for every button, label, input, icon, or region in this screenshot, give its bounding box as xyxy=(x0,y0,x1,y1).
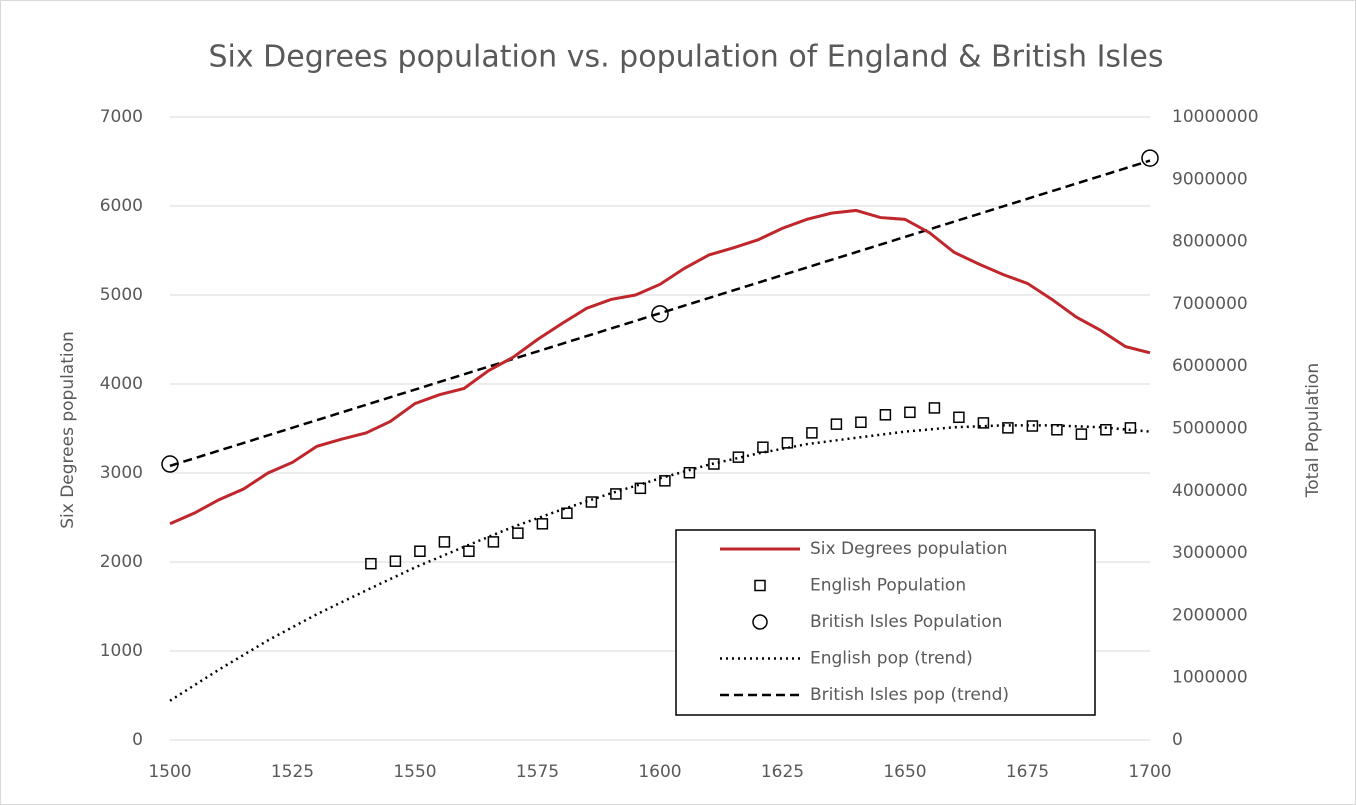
legend-symbol xyxy=(752,614,768,630)
english-marker xyxy=(977,417,990,429)
legend-label: Six Degrees population xyxy=(810,539,1008,559)
english-marker xyxy=(1002,422,1014,434)
y-tick-label: 5000 xyxy=(100,285,143,305)
legend-box xyxy=(675,529,1096,716)
y2-tick-label: 1000000 xyxy=(1172,668,1248,688)
legend-label: English pop (trend) xyxy=(810,649,973,669)
y2-tick-label: 4000000 xyxy=(1172,481,1248,501)
english-marker xyxy=(855,416,867,429)
x-tick-label: 1575 xyxy=(516,762,559,782)
english-marker xyxy=(708,458,720,470)
x-tick-label: 1675 xyxy=(1006,762,1049,782)
series-line xyxy=(169,159,1151,468)
english-marker xyxy=(757,441,769,453)
british-marker xyxy=(1141,149,1159,167)
english-marker xyxy=(830,418,843,430)
y2-tick-label: 9000000 xyxy=(1172,169,1248,189)
english-marker xyxy=(904,406,916,419)
english-marker xyxy=(561,507,573,519)
y2-axis-label: Total Population xyxy=(1303,363,1323,498)
legend: Six Degrees population English Population… xyxy=(720,539,1009,705)
y-tick-label: 6000 xyxy=(100,196,143,216)
y-tick-label: 7000 xyxy=(100,107,143,127)
x-tick-label: 1525 xyxy=(271,762,314,782)
y2-tick-label: 8000000 xyxy=(1172,232,1248,252)
english-marker xyxy=(389,555,402,567)
english-marker xyxy=(512,527,524,539)
y-tick-label: 4000 xyxy=(100,374,143,394)
legend-label: British Isles Population xyxy=(810,612,1002,632)
y-tick-label: 2000 xyxy=(100,552,143,572)
y2-tick-label: 5000000 xyxy=(1172,419,1248,439)
english-marker xyxy=(953,411,965,424)
series-line xyxy=(169,208,1151,526)
y-tick-label: 3000 xyxy=(100,463,143,483)
x-tick-label: 1550 xyxy=(393,762,436,782)
english-marker xyxy=(634,482,647,495)
legend-label: English Population xyxy=(810,576,966,596)
english-marker xyxy=(1026,420,1039,432)
y2-tick-label: 0 xyxy=(1172,730,1183,750)
british-marker xyxy=(161,455,179,473)
english-marker xyxy=(536,518,549,530)
english-marker xyxy=(487,536,500,548)
english-marker xyxy=(732,451,745,463)
english-marker xyxy=(438,536,451,548)
english-marker xyxy=(1124,422,1137,434)
x-tick-label: 1625 xyxy=(761,762,804,782)
english-marker xyxy=(806,427,818,439)
british-marker xyxy=(651,305,669,323)
english-marker xyxy=(463,545,475,557)
english-marker xyxy=(683,466,696,479)
y2-tick-label: 10000000 xyxy=(1172,107,1259,127)
english-marker xyxy=(1075,428,1088,440)
y2-tick-label: 3000000 xyxy=(1172,543,1248,563)
y2-tick-label: 7000000 xyxy=(1172,294,1248,314)
english-marker xyxy=(585,496,598,508)
legend-label: British Isles pop (trend) xyxy=(810,685,1009,705)
english-marker xyxy=(659,475,671,487)
english-marker xyxy=(610,488,622,500)
x-tick-label: 1700 xyxy=(1128,762,1171,782)
english-marker xyxy=(365,557,377,570)
y-tick-label: 0 xyxy=(132,730,143,750)
y2-tick-label: 2000000 xyxy=(1172,605,1248,625)
grid: 0 1000 2000 3000 4000 5000 6000 7000 0 1000000 200… xyxy=(100,107,1259,782)
x-tick-label: 1500 xyxy=(148,762,191,782)
english-marker xyxy=(414,545,426,557)
english-marker xyxy=(928,402,941,414)
chart-title: Six Degrees population vs. population of… xyxy=(209,40,1164,75)
x-tick-label: 1600 xyxy=(638,762,681,782)
legend-symbol xyxy=(754,579,766,592)
english-marker xyxy=(879,409,892,421)
english-marker xyxy=(1100,423,1112,436)
y-tick-label: 1000 xyxy=(100,641,143,661)
english-marker xyxy=(1051,423,1063,436)
plot xyxy=(161,149,1159,702)
x-tick-label: 1650 xyxy=(883,762,926,782)
english-marker xyxy=(781,437,794,449)
y2-tick-label: 6000000 xyxy=(1172,356,1248,376)
y-axis-label: Six Degrees population xyxy=(58,331,78,529)
